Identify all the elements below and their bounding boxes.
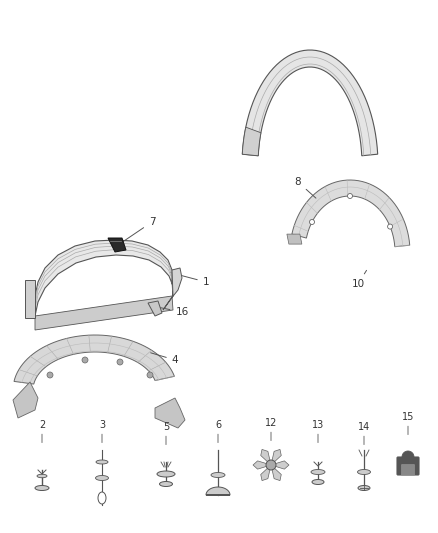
- Text: 8: 8: [295, 177, 316, 198]
- Ellipse shape: [98, 492, 106, 504]
- Text: 7: 7: [120, 217, 155, 244]
- Polygon shape: [261, 449, 271, 465]
- Text: 13: 13: [312, 420, 324, 442]
- Ellipse shape: [312, 480, 324, 484]
- Ellipse shape: [157, 471, 175, 477]
- Ellipse shape: [211, 472, 225, 478]
- Polygon shape: [287, 234, 302, 244]
- Polygon shape: [25, 280, 35, 318]
- Text: 15: 15: [402, 412, 414, 434]
- Polygon shape: [206, 487, 230, 495]
- FancyBboxPatch shape: [397, 457, 419, 475]
- Text: 10: 10: [351, 270, 367, 289]
- Polygon shape: [253, 461, 271, 469]
- Ellipse shape: [159, 481, 173, 487]
- Text: 14: 14: [358, 422, 370, 445]
- Circle shape: [388, 224, 392, 229]
- Polygon shape: [271, 461, 289, 469]
- Circle shape: [310, 220, 314, 224]
- Polygon shape: [242, 127, 261, 156]
- Polygon shape: [35, 240, 173, 316]
- Text: 12: 12: [265, 418, 277, 441]
- Polygon shape: [292, 180, 410, 247]
- Polygon shape: [13, 382, 38, 418]
- Text: 6: 6: [215, 420, 221, 442]
- Polygon shape: [108, 238, 126, 252]
- Polygon shape: [35, 296, 173, 330]
- Polygon shape: [271, 449, 281, 465]
- Ellipse shape: [96, 460, 108, 464]
- Polygon shape: [148, 301, 162, 316]
- Circle shape: [402, 451, 414, 463]
- Text: 3: 3: [99, 420, 105, 442]
- Ellipse shape: [37, 474, 47, 478]
- Polygon shape: [261, 465, 271, 481]
- Ellipse shape: [35, 486, 49, 490]
- Circle shape: [266, 460, 276, 470]
- Text: 4: 4: [151, 353, 178, 365]
- Circle shape: [347, 193, 353, 198]
- Text: 1: 1: [171, 273, 209, 287]
- Ellipse shape: [95, 475, 109, 481]
- Text: 2: 2: [39, 420, 45, 442]
- Circle shape: [147, 372, 153, 378]
- FancyBboxPatch shape: [402, 464, 414, 475]
- Polygon shape: [14, 335, 174, 384]
- Ellipse shape: [311, 470, 325, 474]
- Circle shape: [47, 372, 53, 378]
- Polygon shape: [271, 465, 281, 481]
- Polygon shape: [242, 50, 378, 156]
- Circle shape: [117, 359, 123, 365]
- Circle shape: [82, 357, 88, 363]
- Text: 5: 5: [163, 422, 169, 445]
- Ellipse shape: [357, 470, 371, 474]
- Polygon shape: [155, 398, 185, 428]
- Ellipse shape: [358, 486, 370, 490]
- Polygon shape: [163, 268, 182, 310]
- Text: 16: 16: [155, 306, 189, 317]
